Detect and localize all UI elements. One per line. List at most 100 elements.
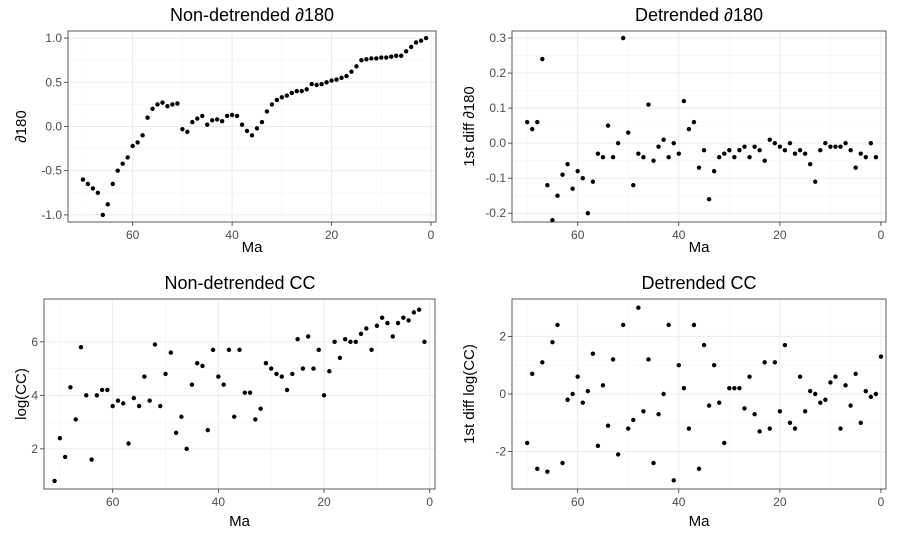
data-point	[369, 347, 374, 353]
data-point	[229, 112, 235, 118]
y-tick-label: 0.2	[489, 66, 506, 80]
data-point	[170, 102, 175, 107]
data-point	[200, 363, 205, 369]
data-point	[348, 339, 353, 345]
data-point	[369, 56, 374, 61]
data-point	[732, 386, 737, 391]
data-point	[78, 344, 84, 350]
data-point	[339, 75, 344, 81]
data-point	[145, 115, 150, 120]
data-point	[636, 151, 641, 156]
chart-panel-2: Detrended ∂180 60 40 20 0 -0.2 -0.1 0.0 0.1 0.2…	[461, 5, 887, 256]
data-point	[115, 398, 121, 403]
data-point	[403, 49, 409, 54]
data-point	[651, 158, 656, 163]
data-point	[221, 382, 226, 387]
data-point	[802, 151, 808, 156]
data-point	[349, 69, 354, 74]
chart-title: Detrended ∂180	[635, 5, 763, 25]
data-point	[84, 393, 89, 398]
data-point	[797, 147, 803, 153]
data-point	[590, 351, 596, 356]
data-point	[666, 322, 671, 328]
x-axis-title: Ma	[689, 513, 710, 530]
data-point	[868, 394, 874, 400]
data-point	[540, 56, 545, 62]
x-tick-label: 40	[212, 495, 226, 509]
y-tick-label: -0.5	[41, 164, 62, 178]
data-point	[737, 147, 742, 153]
data-point	[555, 322, 560, 328]
data-point	[344, 73, 349, 79]
data-point	[158, 403, 163, 409]
data-point	[575, 168, 580, 174]
data-point	[239, 122, 245, 127]
x-tick-label: 20	[773, 228, 787, 242]
data-point	[570, 391, 575, 397]
x-tick-label: 0	[878, 495, 885, 509]
data-point	[656, 144, 661, 149]
data-point	[401, 315, 406, 320]
data-point	[205, 122, 210, 127]
data-point	[89, 457, 94, 462]
data-point	[130, 143, 135, 149]
data-point	[863, 388, 868, 394]
data-point	[828, 144, 833, 149]
data-point	[772, 140, 778, 146]
data-point	[163, 371, 168, 377]
data-point	[195, 361, 200, 366]
data-point	[807, 161, 813, 167]
data-point	[394, 53, 399, 58]
data-point	[757, 147, 762, 153]
data-point	[868, 140, 874, 146]
data-point	[681, 386, 687, 391]
data-point	[52, 478, 57, 484]
data-point	[214, 117, 220, 122]
data-point	[828, 380, 833, 385]
data-point	[62, 454, 68, 460]
data-point	[742, 144, 747, 149]
data-point	[150, 106, 155, 112]
data-point	[752, 144, 757, 149]
data-point	[279, 95, 285, 100]
data-point	[555, 193, 560, 198]
y-tick-label: 0.0	[489, 136, 506, 150]
data-point	[385, 320, 390, 326]
data-point	[242, 390, 247, 395]
data-point	[813, 179, 818, 184]
data-point	[853, 165, 858, 170]
y-tick-label: 1.0	[45, 31, 62, 45]
data-point	[595, 151, 601, 156]
x-tick-label: 60	[106, 495, 120, 509]
data-point	[299, 88, 304, 94]
data-point	[782, 147, 788, 153]
data-point	[413, 40, 419, 45]
data-point	[85, 181, 91, 187]
data-point	[389, 54, 394, 59]
data-point	[777, 409, 783, 414]
data-point	[354, 64, 359, 69]
data-point	[641, 154, 646, 160]
data-point	[254, 126, 260, 131]
data-point	[807, 388, 813, 394]
y-axis-title: ∂180	[13, 110, 30, 142]
data-point	[737, 386, 742, 391]
data-point	[545, 469, 550, 474]
data-point	[200, 113, 205, 119]
x-tick-label: 60	[126, 228, 140, 242]
data-point	[524, 440, 530, 446]
data-point	[418, 38, 424, 43]
y-tick-label: 0.5	[45, 75, 62, 89]
y-tick-label: 0.3	[489, 31, 506, 45]
x-tick-label: 0	[428, 228, 435, 242]
data-point	[180, 126, 185, 132]
chart-panel-3: Non-detrended CC 60 40 20 0 2 4 6 Ma log(CC)	[13, 273, 436, 530]
data-point	[651, 460, 656, 466]
data-point	[327, 369, 332, 374]
data-point	[224, 113, 230, 119]
data-point	[226, 347, 232, 353]
data-point	[263, 361, 269, 366]
data-point	[777, 144, 783, 149]
x-tick-label: 40	[672, 495, 686, 509]
data-point	[615, 140, 621, 146]
